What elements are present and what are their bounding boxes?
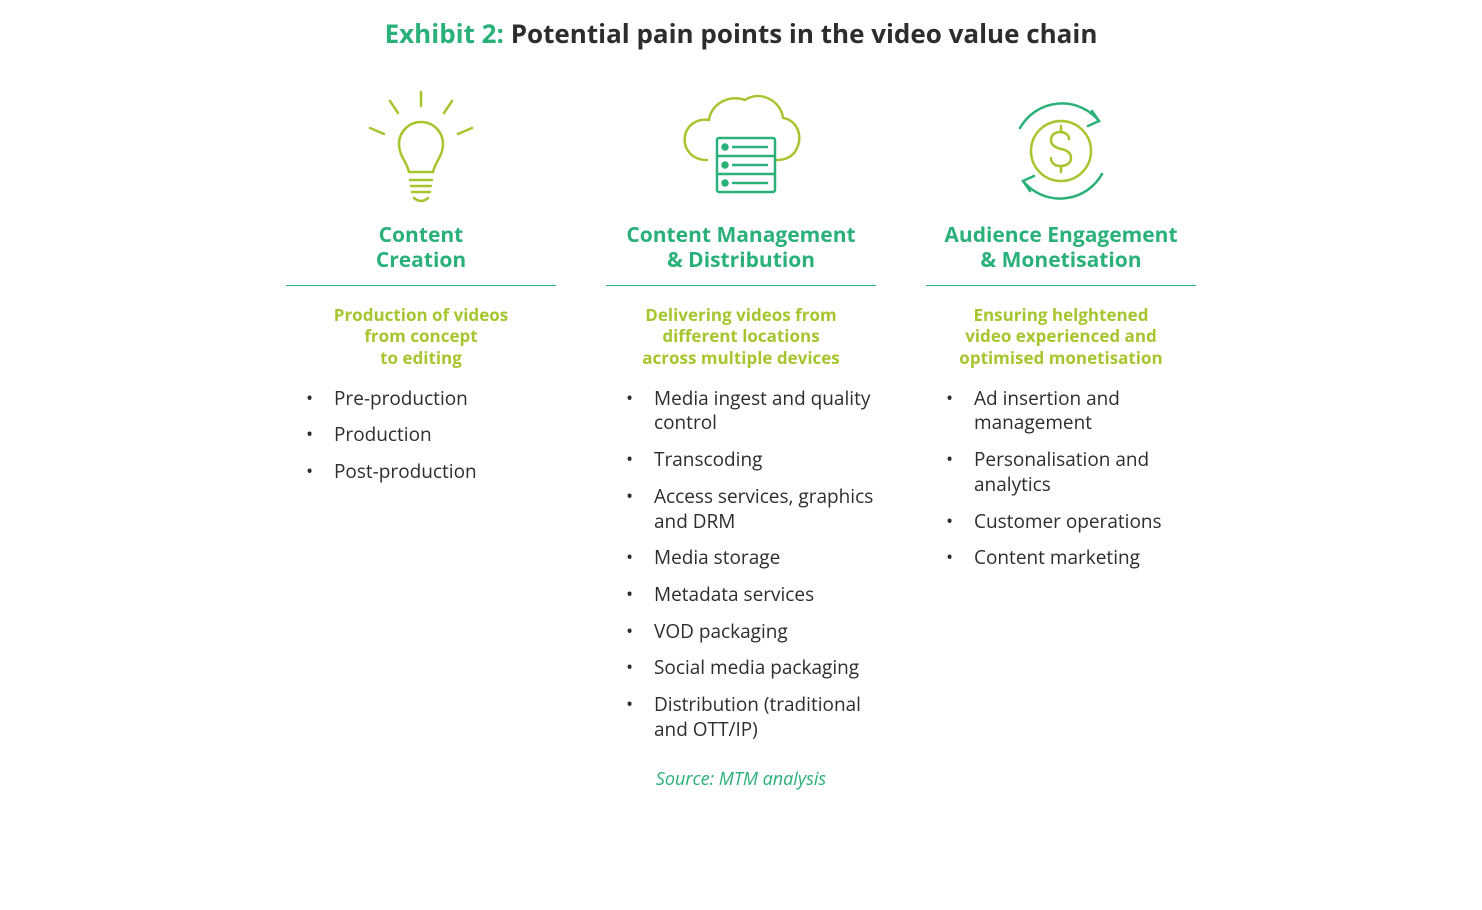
bullet-list: Pre-production Production Post-productio… — [286, 386, 556, 496]
column-heading: Audience Engagement & Monetisation — [944, 221, 1177, 273]
list-item: VOD packaging — [626, 619, 876, 644]
list-item: Post-production — [306, 459, 556, 484]
bullet-list: Media ingest and quality control Transco… — [606, 386, 876, 754]
column-divider — [606, 285, 876, 286]
cloud-server-icon — [671, 81, 811, 221]
bullet-list: Ad insertion and management Personalisat… — [926, 386, 1196, 582]
list-item: Metadata services — [626, 582, 876, 607]
list-item: Personalisation and analytics — [946, 447, 1196, 496]
column-divider — [926, 285, 1196, 286]
column-audience-engagement: Audience Engagement & Monetisation Ensur… — [926, 81, 1196, 753]
dollar-cycle-icon — [996, 81, 1126, 221]
list-item: Ad insertion and management — [946, 386, 1196, 435]
column-divider — [286, 285, 556, 286]
column-heading: Content Management & Distribution — [626, 221, 855, 273]
column-content-management: Content Management & Distribution Delive… — [606, 81, 876, 753]
list-item: Content marketing — [946, 545, 1196, 570]
list-item: Media storage — [626, 545, 876, 570]
exhibit-title: Exhibit 2: Potential pain points in the … — [385, 15, 1098, 51]
list-item: Distribution (traditional and OTT/IP) — [626, 692, 876, 741]
column-subheading: Ensuring helghtened video experienced an… — [959, 304, 1162, 368]
source-attribution: Source: MTM analysis — [656, 767, 826, 791]
column-heading: Content Creation — [376, 221, 466, 273]
list-item: Access services, graphics and DRM — [626, 484, 876, 533]
columns-row: Content Creation Production of videos fr… — [286, 81, 1196, 753]
exhibit-label: Exhibit 2: — [385, 15, 504, 51]
column-content-creation: Content Creation Production of videos fr… — [286, 81, 556, 753]
column-subheading: Delivering videos from different locatio… — [642, 304, 840, 368]
list-item: Transcoding — [626, 447, 876, 472]
list-item: Customer operations — [946, 509, 1196, 534]
list-item: Production — [306, 422, 556, 447]
exhibit-main-title: Potential pain points in the video value… — [511, 15, 1098, 51]
list-item: Pre-production — [306, 386, 556, 411]
lightbulb-icon — [356, 81, 486, 221]
list-item: Media ingest and quality control — [626, 386, 876, 435]
column-subheading: Production of videos from concept to edi… — [334, 304, 508, 368]
infographic-container: Exhibit 2: Potential pain points in the … — [0, 15, 1482, 791]
list-item: Social media packaging — [626, 655, 876, 680]
